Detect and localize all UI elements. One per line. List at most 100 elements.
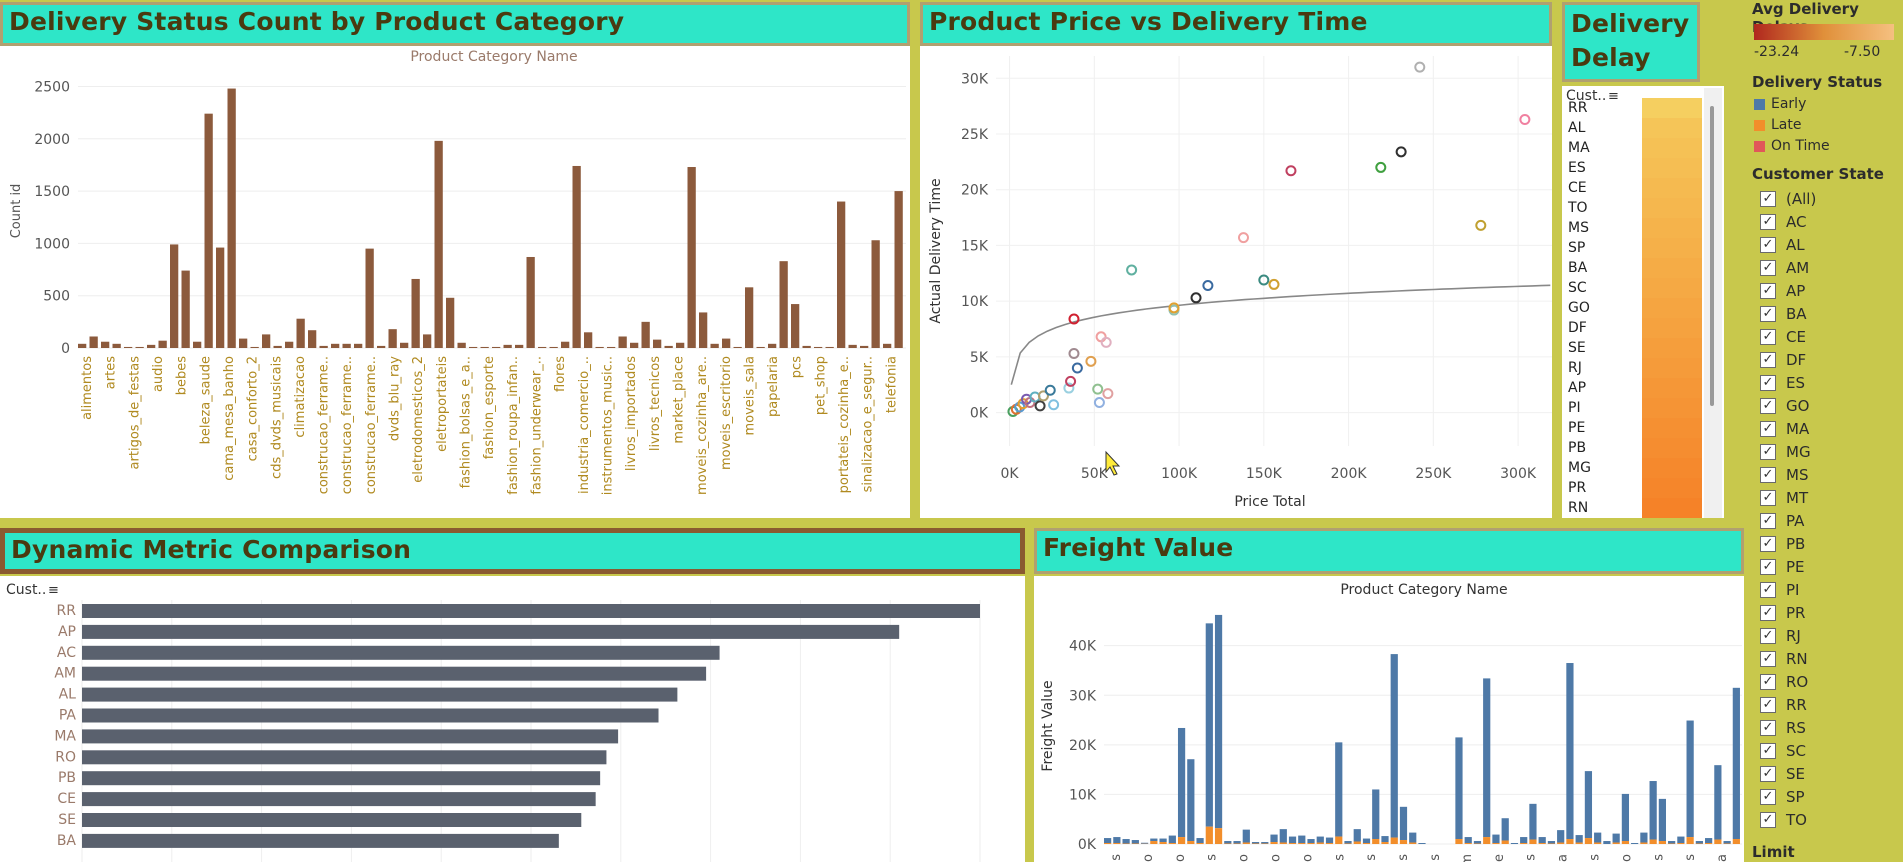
price-scatter-chart[interactable]: 0K 5K 10K 15K 20K 25K 30K 0K 50K 100K 150K 200K 250K…: [920, 46, 1552, 518]
freight-bar-early: [1316, 836, 1324, 843]
freight-bar-early: [1335, 742, 1343, 837]
price-chart-panel[interactable]: 0K 5K 10K 15K 20K 25K 30K 0K 50K 100K 150K 200K 250K…: [920, 46, 1552, 518]
delay-state-label: GO: [1568, 300, 1590, 316]
freight-bar-early: [1104, 838, 1112, 844]
status-bar: [538, 346, 547, 348]
freight-bar-early: [1344, 841, 1352, 844]
status-bar: [331, 343, 340, 348]
freight-bar-late: [1557, 842, 1565, 844]
state-checkbox[interactable]: ✓: [1760, 329, 1776, 345]
state-checkbox[interactable]: ✓: [1760, 766, 1776, 782]
state-checkbox[interactable]: ✓: [1760, 467, 1776, 483]
dynamic-bar: [82, 645, 720, 660]
dynamic-category-label: SE: [58, 812, 76, 828]
dynamic-chart-panel[interactable]: Cust.. ≡ RR AP AC AM AL PA MA RO PB CE SE BA: [0, 576, 1025, 862]
state-checkbox[interactable]: ✓: [1760, 421, 1776, 437]
state-checkbox-label: RN: [1786, 650, 1808, 668]
freight-bar-late: [1575, 842, 1583, 844]
status-legend-item[interactable]: Early: [1754, 96, 1806, 112]
status-x-tick: livros_tecnicos: [648, 356, 663, 451]
freight-bar-early: [1122, 839, 1130, 844]
status-x-tick: telefonia: [884, 356, 899, 413]
freight-bar-early: [1510, 843, 1519, 844]
dynamic-bar: [82, 792, 596, 807]
status-x-tick: fashion_bolsas_e_a..: [459, 356, 474, 488]
price-point: [1100, 336, 1112, 348]
state-filter-title: Customer State: [1752, 165, 1884, 183]
state-checkbox[interactable]: ✓: [1760, 743, 1776, 759]
delay-state-label: RR: [1568, 100, 1588, 116]
delay-heat-cell: [1642, 338, 1702, 358]
status-x-tick: artigos_de_festas: [127, 356, 142, 470]
dynamic-category-label: AC: [57, 645, 76, 661]
state-checkbox[interactable]: ✓: [1760, 628, 1776, 644]
state-checkbox[interactable]: ✓: [1760, 720, 1776, 736]
state-checkbox[interactable]: ✓: [1760, 789, 1776, 805]
price-point: [1071, 362, 1083, 374]
freight-bar-chart[interactable]: Product Category Name Freight Value 0K 10K 2…: [1034, 576, 1744, 862]
status-bar: [756, 346, 765, 348]
state-checkbox[interactable]: ✓: [1760, 559, 1776, 575]
state-checkbox[interactable]: ✓: [1760, 398, 1776, 414]
delay-state-label: PR: [1568, 480, 1586, 496]
price-point: [1414, 61, 1426, 73]
status-x-tick: market_place: [671, 356, 686, 444]
freight-bar-early: [1224, 841, 1232, 844]
delay-state-label: DF: [1568, 320, 1587, 336]
freight-x-tick: s: [1683, 854, 1698, 861]
state-checkbox[interactable]: ✓: [1760, 260, 1776, 276]
delay-table-panel[interactable]: Cust.. ≡ RR AL MA ES CE TO MS SP BA SC GO DF SE RJ AP PI P…: [1562, 86, 1724, 518]
freight-bar-late: [1677, 843, 1685, 844]
freight-bar-early: [1677, 836, 1685, 844]
state-checkbox[interactable]: ✓: [1760, 536, 1776, 552]
status-chart-panel[interactable]: Product Category Name Count id 0 500 1000 150…: [0, 46, 910, 518]
freight-bar-early: [1695, 841, 1703, 844]
status-x-tick: moveis_sala: [742, 356, 757, 436]
state-checkbox[interactable]: ✓: [1760, 444, 1776, 460]
status-legend-label: On Time: [1771, 138, 1830, 154]
status-bar-chart[interactable]: Product Category Name Count id 0 500 1000 150…: [0, 46, 910, 518]
state-checkbox[interactable]: ✓: [1760, 375, 1776, 391]
status-bar: [653, 339, 662, 348]
dynamic-bar-chart[interactable]: Cust.. ≡ RR AP AC AM AL PA MA RO PB CE SE BA: [0, 576, 1025, 862]
price-chart-title: Product Price vs Delivery Time: [920, 2, 1552, 46]
status-bar: [354, 343, 363, 348]
price-point: [1068, 348, 1080, 360]
state-checkbox[interactable]: ✓: [1760, 651, 1776, 667]
status-legend-item[interactable]: On Time: [1754, 138, 1830, 154]
freight-x-tick: e: [1492, 854, 1507, 862]
state-checkbox[interactable]: ✓: [1760, 352, 1776, 368]
delay-state-label: CE: [1568, 180, 1587, 196]
freight-bar-late: [1177, 837, 1186, 844]
status-y-tick: 1000: [34, 236, 70, 252]
status-legend-item[interactable]: Late: [1754, 117, 1801, 133]
state-checkbox-label: AC: [1786, 213, 1807, 231]
freight-chart-panel[interactable]: Product Category Name Freight Value 0K 10K 2…: [1034, 576, 1744, 862]
state-checkbox[interactable]: ✓: [1760, 191, 1776, 207]
price-x-axis-label: Price Total: [1234, 494, 1305, 510]
freight-bar-late: [1307, 843, 1315, 844]
status-bar: [423, 334, 432, 348]
state-checkbox[interactable]: ✓: [1760, 582, 1776, 598]
status-bar: [147, 344, 156, 348]
freight-bar-early: [1668, 841, 1676, 844]
state-checkbox[interactable]: ✓: [1760, 214, 1776, 230]
freight-bar-late: [1150, 841, 1158, 844]
state-checkbox[interactable]: ✓: [1760, 306, 1776, 322]
price-point: [1034, 400, 1046, 412]
price-point: [1048, 399, 1060, 411]
state-checkbox[interactable]: ✓: [1760, 283, 1776, 299]
status-x-tick: portateis_cozinha_e..: [837, 356, 852, 493]
status-bar: [768, 343, 777, 348]
state-checkbox[interactable]: ✓: [1760, 513, 1776, 529]
state-checkbox[interactable]: ✓: [1760, 697, 1776, 713]
state-checkbox[interactable]: ✓: [1760, 674, 1776, 690]
state-checkbox[interactable]: ✓: [1760, 490, 1776, 506]
state-checkbox-label: (All): [1786, 190, 1817, 208]
state-checkbox[interactable]: ✓: [1760, 237, 1776, 253]
status-bar: [204, 113, 213, 349]
state-checkbox[interactable]: ✓: [1760, 812, 1776, 828]
freight-bar-early: [1566, 663, 1574, 840]
delay-heat-table[interactable]: Cust.. ≡ RR AL MA ES CE TO MS SP BA SC GO DF SE RJ AP PI P…: [1562, 86, 1724, 518]
state-checkbox[interactable]: ✓: [1760, 605, 1776, 621]
